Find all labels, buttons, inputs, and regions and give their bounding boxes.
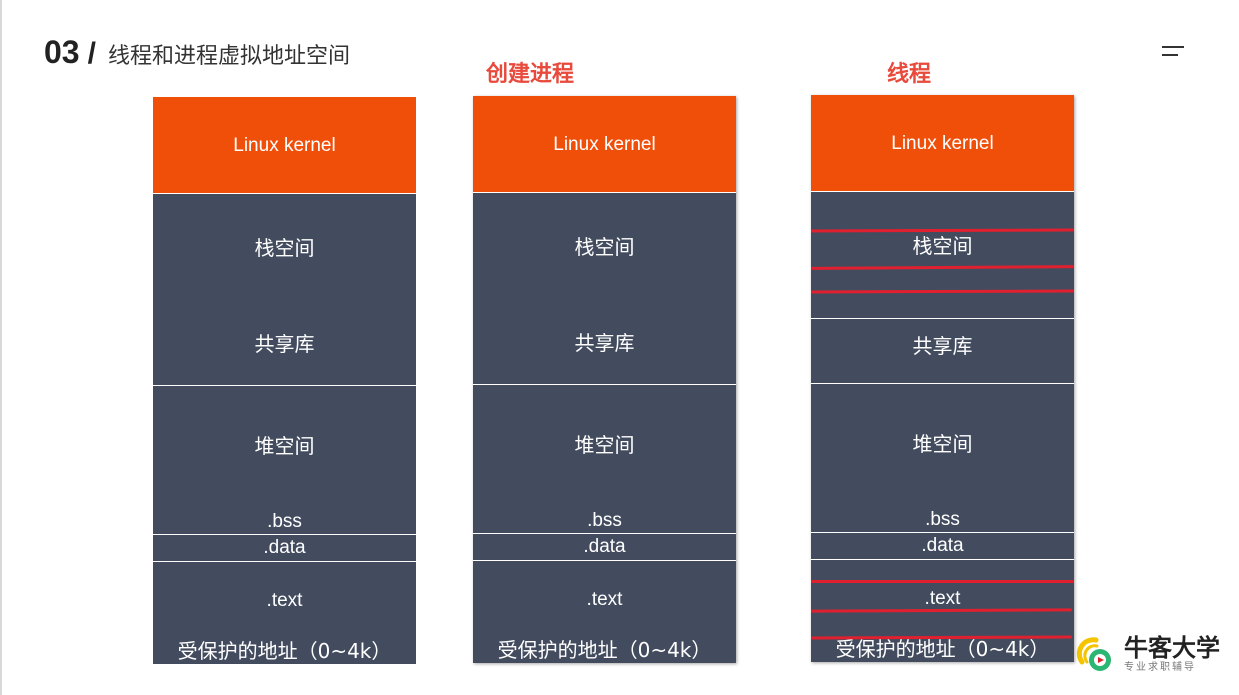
text-label: .text — [924, 588, 961, 609]
stack-label: 栈空间 — [254, 236, 315, 260]
heap-label: 堆空间 — [254, 434, 315, 458]
stack-label: 栈空间 — [574, 235, 635, 259]
text-label: .text — [266, 590, 303, 611]
text-segment: .text 受保护的地址（0~4k） — [153, 561, 416, 664]
kernel-segment: Linux kernel — [811, 95, 1074, 191]
address-space-column-1: Linux kernel 栈空间 共享库 堆空间 .bss .data .tex… — [153, 97, 416, 664]
shared-lib-label: 共享库 — [574, 331, 635, 355]
protected-address-label: 受保护的地址（0~4k） — [177, 639, 392, 663]
shared-lib-label: 共享库 — [912, 334, 973, 358]
kernel-segment: Linux kernel — [473, 96, 736, 192]
nowcoder-logo-icon — [1076, 637, 1111, 671]
shared-lib-label: 共享库 — [254, 332, 315, 356]
text-divider-line — [811, 580, 1074, 583]
thread-title: 线程 — [887, 62, 932, 87]
text-label: .text — [586, 589, 623, 610]
bss-label: .bss — [587, 510, 622, 531]
shared-lib-segment: 共享库 — [811, 318, 1074, 383]
data-segment: .data — [473, 533, 736, 560]
slide-title: 线程和进程虚拟地址空间 — [107, 44, 350, 69]
address-space-column-3: Linux kernel 栈空间 共享库 堆空间 .bss .data .tex… — [810, 95, 1075, 662]
stack-label: 栈空间 — [912, 234, 973, 258]
text-segment: .text 受保护的地址（0~4k） — [473, 560, 736, 663]
section-number: 03 — [44, 34, 80, 70]
protected-address-label: 受保护的地址（0~4k） — [497, 638, 712, 662]
page-edge — [0, 0, 2, 695]
stack-shared-lib-segment: 栈空间 共享库 — [153, 193, 416, 385]
data-label: .data — [583, 536, 626, 557]
heap-label: 堆空间 — [912, 432, 973, 456]
data-segment: .data — [153, 534, 416, 561]
bss-label: .bss — [925, 509, 960, 530]
kernel-segment: Linux kernel — [153, 97, 416, 193]
data-segment: .data — [811, 532, 1074, 559]
data-label: .data — [263, 537, 306, 558]
section-slash: / — [87, 37, 96, 70]
create-process-title: 创建进程 — [486, 62, 575, 87]
kernel-label: Linux kernel — [891, 133, 994, 154]
data-label: .data — [921, 535, 964, 556]
bss-label: .bss — [267, 511, 302, 532]
stack-segment: 栈空间 — [811, 191, 1074, 318]
logo-tagline: 专业求职辅导 — [1124, 662, 1196, 673]
heap-segment: 堆空间 .bss — [473, 384, 736, 533]
address-space-column-2: Linux kernel 栈空间 共享库 堆空间 .bss .data .tex… — [473, 96, 736, 663]
logo-name: 牛客大学 — [1124, 634, 1220, 662]
stack-shared-lib-segment: 栈空间 共享库 — [473, 192, 736, 384]
menu-icon[interactable] — [1162, 46, 1184, 60]
heap-segment: 堆空间 .bss — [811, 383, 1074, 532]
protected-address-label: 受保护的地址（0~4k） — [835, 637, 1050, 661]
heap-segment: 堆空间 .bss — [153, 385, 416, 534]
kernel-label: Linux kernel — [233, 135, 336, 156]
heap-label: 堆空间 — [574, 433, 635, 457]
slide-header: 03 / 线程和进程虚拟地址空间 — [44, 34, 350, 71]
kernel-label: Linux kernel — [553, 134, 656, 155]
